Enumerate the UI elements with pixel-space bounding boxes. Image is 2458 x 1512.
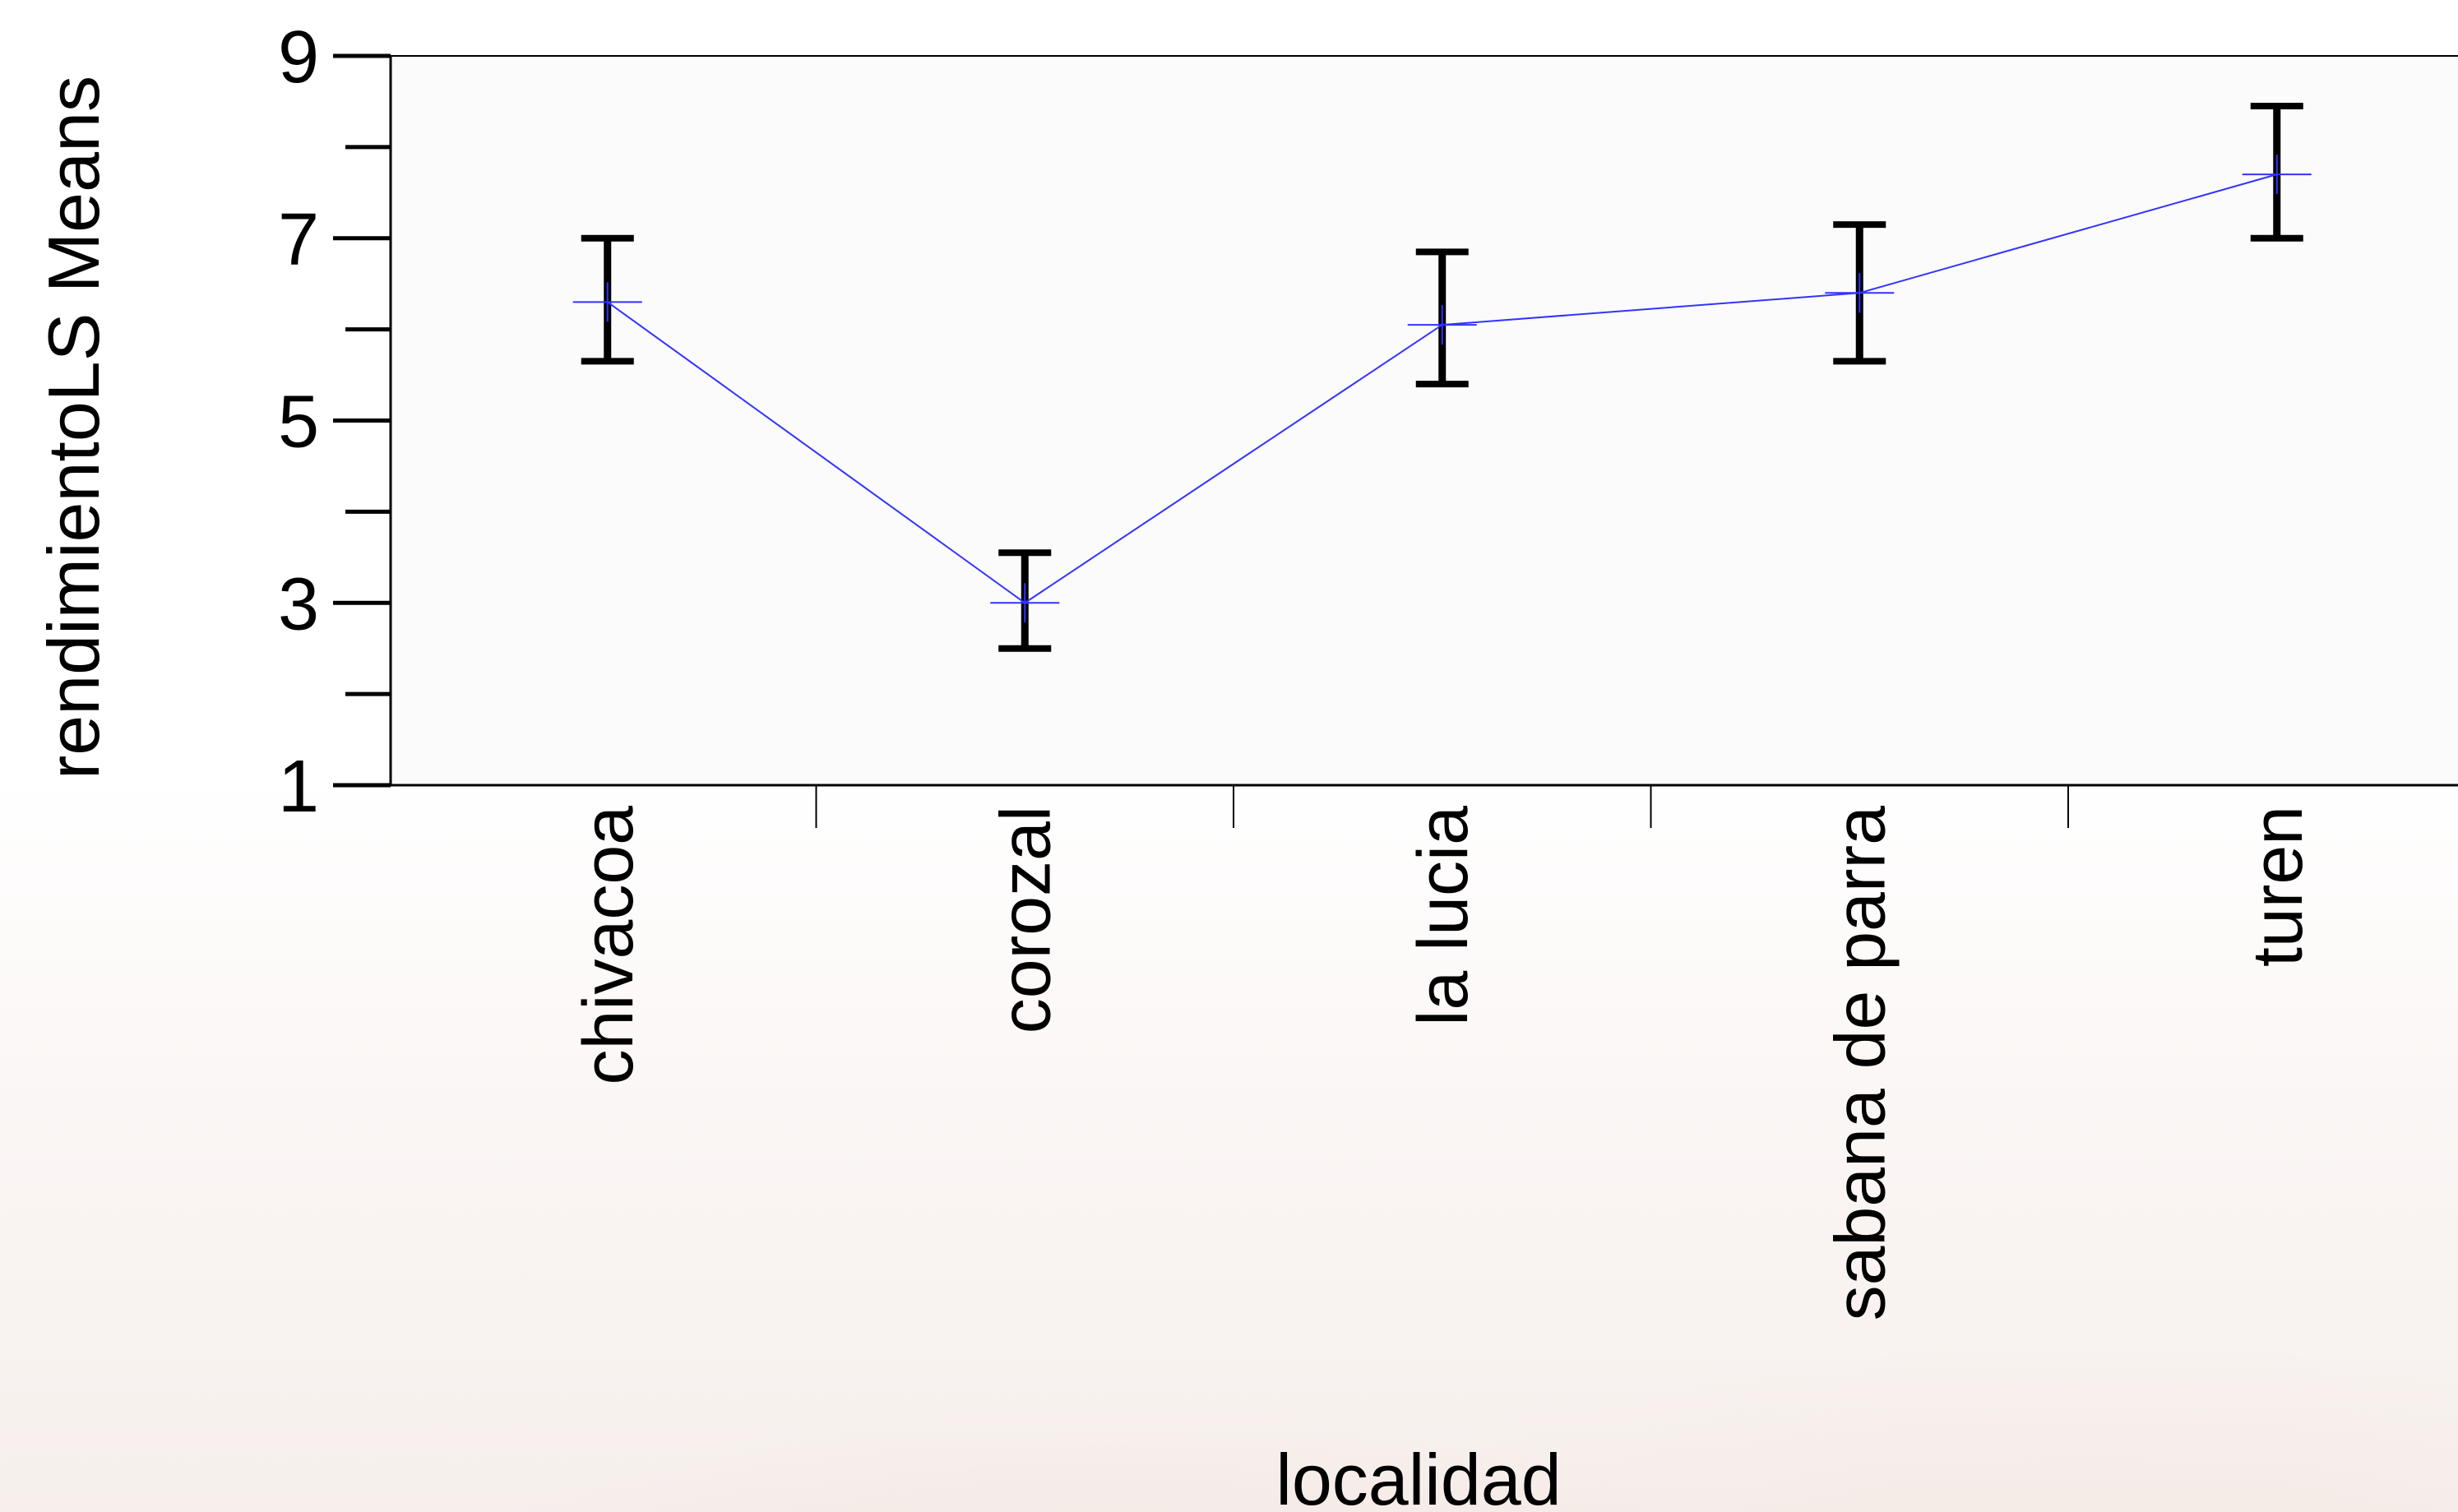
y-tick-label: 7 xyxy=(278,199,319,281)
data-point xyxy=(1407,305,1477,345)
data-point xyxy=(2242,155,2312,195)
y-tick-label: 9 xyxy=(278,16,319,99)
x-tick-label: sabana de parra xyxy=(1821,806,1900,1321)
x-tick-label: chivacoa xyxy=(569,806,648,1085)
x-tick-label: turen xyxy=(2238,806,2317,967)
x-tick-label: corozal xyxy=(986,806,1065,1033)
data-point xyxy=(1825,273,1895,313)
x-tick-label: la lucia xyxy=(1404,806,1483,1026)
y-axis-label: rendimientoLS Means xyxy=(33,76,114,779)
y-tick-label: 3 xyxy=(278,563,319,645)
plot-area xyxy=(391,56,2458,785)
x-axis-label: localidad xyxy=(1275,1439,1561,1512)
data-point xyxy=(990,583,1060,623)
y-tick-label: 5 xyxy=(278,381,319,464)
data-point xyxy=(572,282,642,322)
y-tick-label: 1 xyxy=(278,746,319,828)
